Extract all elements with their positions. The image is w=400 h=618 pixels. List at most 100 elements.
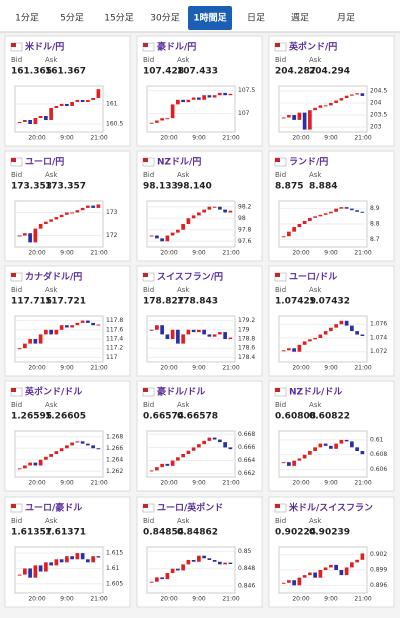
candle: [44, 221, 48, 224]
candle: [65, 325, 69, 328]
candle: [155, 120, 159, 123]
flag-mark: [11, 504, 16, 508]
candle: [86, 559, 90, 563]
pair-name[interactable]: カナダドル/円: [25, 271, 82, 283]
y-tick-label: 178.8: [238, 336, 255, 343]
x-tick-label: 9:00: [324, 596, 338, 603]
y-tick-label: 179: [238, 326, 250, 333]
candle: [318, 334, 323, 338]
chart-frame: [278, 430, 368, 478]
candle: [49, 329, 53, 335]
tab-label[interactable]: 15分足: [104, 13, 133, 24]
x-tick-label: 20:00: [28, 135, 45, 142]
tab-label[interactable]: 週足: [291, 13, 309, 24]
bid-label: Bid: [275, 56, 286, 64]
candle: [308, 339, 312, 342]
bid-value: 161.365: [11, 67, 52, 77]
x-tick-label: 9:00: [60, 135, 74, 142]
candle: [80, 320, 85, 323]
x-tick-label: 21:00: [222, 596, 239, 603]
candle: [155, 325, 159, 330]
bid-label: Bid: [143, 286, 154, 294]
flag-mark: [275, 158, 280, 162]
flag-mark: [11, 43, 16, 47]
candle: [334, 208, 338, 212]
candle: [223, 442, 227, 448]
x-tick-label: 21:00: [354, 365, 371, 372]
candle: [323, 213, 328, 215]
candle: [287, 115, 291, 118]
pair-name[interactable]: NZドル/ドル: [289, 387, 342, 398]
candle: [65, 556, 69, 563]
pair-name[interactable]: 米ドル/円: [24, 41, 64, 53]
pair-name[interactable]: ユーロ/円: [25, 157, 64, 168]
tab-label[interactable]: 日足: [247, 13, 265, 24]
candle: [197, 329, 201, 333]
candle: [339, 98, 344, 101]
ask-label: Ask: [45, 401, 58, 409]
candle: [292, 115, 296, 120]
ask-value: 98.140: [177, 182, 212, 192]
pair-name[interactable]: NZドル/円: [157, 157, 201, 168]
candle: [302, 454, 307, 459]
candle: [96, 204, 101, 208]
y-tick-label: 1.266: [106, 445, 123, 452]
y-tick-label: 117.2: [106, 345, 123, 352]
candle: [334, 564, 338, 570]
x-tick-label: 21:00: [90, 250, 107, 257]
candle: [165, 463, 170, 466]
bid-value: 117.715: [11, 297, 52, 307]
pair-name[interactable]: ユーロ/豪ドル: [25, 502, 82, 514]
x-tick-label: 9:00: [192, 596, 206, 603]
tab-label[interactable]: 1時間足: [193, 12, 227, 24]
y-tick-label: 0.662: [238, 470, 255, 477]
candle: [281, 236, 286, 238]
bid-value: 0.60808: [275, 412, 316, 422]
candle: [313, 447, 317, 452]
candle: [350, 325, 354, 332]
pair-name[interactable]: 英ポンド/円: [288, 41, 337, 53]
candle: [49, 108, 53, 120]
y-tick-label: 0.902: [370, 551, 387, 558]
bid-label: Bid: [143, 56, 154, 64]
candle: [80, 441, 85, 444]
pair-name[interactable]: ユーロ/ドル: [289, 272, 337, 283]
y-tick-label: 0.608: [370, 451, 387, 458]
bid-value: 1.26595: [11, 412, 52, 422]
candle: [287, 580, 291, 583]
candle: [28, 568, 32, 578]
candle: [202, 209, 206, 213]
candle: [318, 570, 323, 578]
candle: [49, 562, 53, 566]
pair-name[interactable]: ユーロ/英ポンド: [157, 502, 223, 514]
y-tick-label: 203.5: [370, 112, 387, 119]
pair-name[interactable]: 豪ドル/円: [157, 41, 196, 53]
tab-label[interactable]: 月足: [337, 13, 355, 24]
tab-label[interactable]: 1分足: [15, 13, 39, 24]
candle: [54, 559, 59, 566]
pair-name[interactable]: 英ポンド/ドル: [24, 386, 82, 398]
candle: [38, 224, 43, 229]
pair-name[interactable]: 豪ドル/ドル: [157, 386, 205, 398]
x-tick-label: 20:00: [28, 480, 45, 487]
candle: [350, 94, 354, 96]
tab-label[interactable]: 5分足: [60, 13, 84, 24]
candle: [344, 320, 349, 326]
candle: [355, 210, 359, 212]
x-tick-label: 9:00: [60, 596, 74, 603]
candle: [281, 350, 286, 352]
chart-frame: [146, 546, 236, 594]
pair-name[interactable]: 米ドル/スイスフラン: [288, 502, 373, 514]
candle: [313, 572, 317, 578]
candle: [65, 212, 69, 215]
tab-label[interactable]: 30分足: [150, 13, 179, 24]
candle: [218, 92, 222, 96]
y-tick-label: 8.7: [370, 236, 380, 243]
candle: [302, 575, 307, 578]
active-tab[interactable]: [188, 6, 232, 30]
pair-name[interactable]: スイスフラン/円: [157, 272, 223, 283]
candle: [186, 560, 191, 565]
candle: [218, 561, 222, 565]
pair-name[interactable]: ランド/円: [289, 157, 328, 168]
x-tick-label: 9:00: [192, 135, 206, 142]
